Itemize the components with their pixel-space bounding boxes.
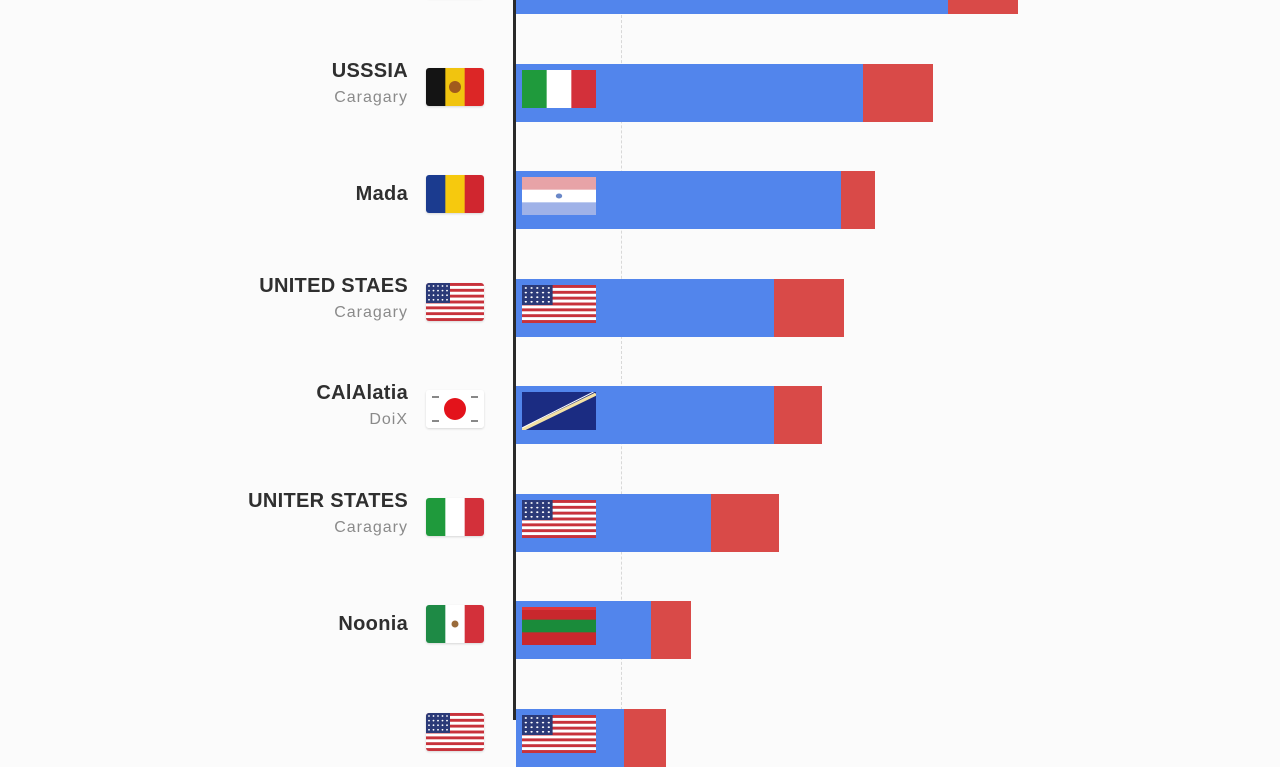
italy-flag-icon (522, 69, 596, 108)
us-flag-icon (426, 712, 484, 751)
chart-row: Cafaiusy (0, 0, 1280, 14)
tick-label: USSSIA (331, 59, 408, 82)
tick-sublabel: DoiX (369, 411, 408, 428)
bar-segment-secondary (651, 601, 691, 659)
belgium-flag-icon (426, 67, 484, 106)
bar-segment-secondary (711, 493, 779, 552)
bar-segment-primary (516, 0, 948, 14)
chart-row: UNITED STAES Caragary (0, 271, 1280, 337)
tick-label: Mada (355, 183, 408, 205)
row-label: Noonia (108, 613, 408, 636)
italy-flag-icon (426, 497, 484, 536)
us-flag-icon (426, 282, 484, 321)
chart-row: CAlAlatia DoiX (0, 378, 1280, 444)
south-korea-flag-icon (426, 390, 484, 428)
chart-row: USSSIA Caragary (0, 56, 1280, 122)
row-label: Mada (108, 183, 408, 206)
row-label: USSSIA Caragary (108, 60, 408, 107)
tick-sublabel: Caragary (334, 518, 408, 536)
us-flag-icon (522, 499, 596, 538)
row-label: UNITER STATES Caragary (108, 490, 408, 537)
us-flag-icon (522, 714, 596, 753)
mexico-flag-icon (426, 605, 484, 643)
bar-segment-secondary (841, 171, 875, 229)
chart-row: Mada (0, 163, 1280, 229)
argentina-flag-icon (522, 177, 596, 215)
x-gridline (621, 0, 622, 720)
nauru-flag-icon (522, 392, 596, 430)
bar-segment-secondary (624, 708, 666, 767)
bar-segment-secondary (774, 278, 844, 337)
transnistria-flag-icon (522, 607, 596, 645)
us-flag-icon (522, 284, 596, 323)
y-axis-line (513, 0, 516, 720)
tick-sublabel: Caragary (334, 88, 408, 106)
tick-label: Noonia (338, 613, 408, 635)
bar-segment-secondary (774, 386, 822, 444)
tick-label: UNITER STATES (248, 489, 408, 512)
chart-row (0, 701, 1280, 767)
row-label: CAlAlatia DoiX (108, 382, 408, 429)
tick-label: UNITED STAES (259, 274, 408, 297)
tick-sublabel: Caragary (334, 303, 408, 321)
row-label: UNITED STAES Caragary (108, 275, 408, 322)
bar-segment-secondary (948, 0, 1018, 14)
romania-flag-icon (426, 175, 484, 213)
chart-row: Noonia (0, 593, 1280, 659)
chart-row: UNITER STATES Caragary (0, 486, 1280, 552)
tick-label: CAlAlatia (316, 382, 408, 404)
bar-segment-secondary (863, 63, 933, 122)
